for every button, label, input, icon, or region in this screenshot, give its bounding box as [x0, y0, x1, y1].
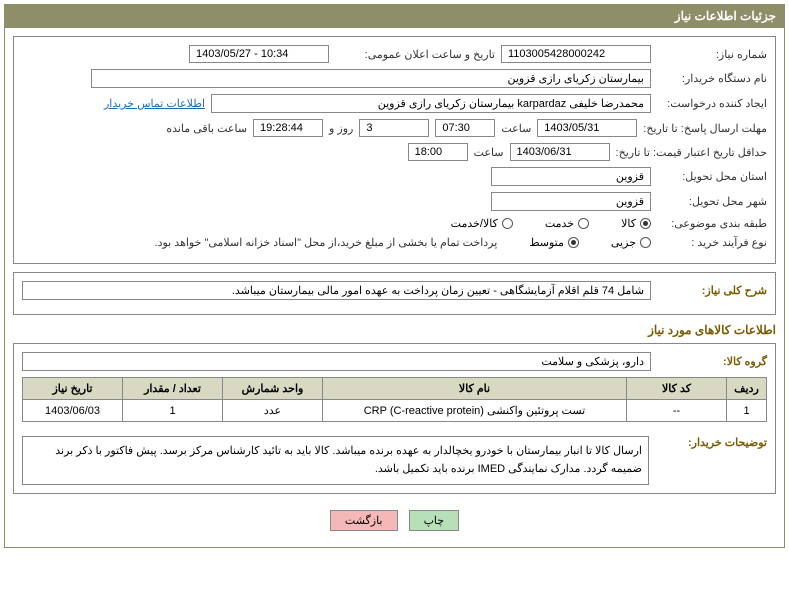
radio-both[interactable]: کالا/خدمت — [451, 217, 513, 230]
announce-value: 1403/05/27 - 10:34 — [189, 45, 329, 63]
buyer-value: بیمارستان زکریای رازی قزوین — [91, 69, 651, 88]
row-requester: ایجاد کننده درخواست: محمدرضا خلیفی karpa… — [22, 94, 767, 113]
radio-dot-icon — [568, 237, 579, 248]
group-value: دارو، پزشکی و سلامت — [22, 352, 651, 371]
radio-dot-icon — [640, 237, 651, 248]
remaining-label: ساعت باقی مانده — [166, 122, 247, 135]
requester-label: ایجاد کننده درخواست: — [657, 97, 767, 110]
th-unit: واحد شمارش — [223, 378, 323, 400]
desc-label: شرح کلی نیاز: — [657, 284, 767, 297]
row-city: شهر محل تحویل: قزوین — [22, 192, 767, 211]
validity-time: 18:00 — [408, 143, 468, 161]
row-desc: شرح کلی نیاز: شامل 74 قلم اقلام آزمایشگا… — [22, 281, 767, 300]
main-fieldset: شماره نیاز: 1103005428000242 تاریخ و ساع… — [13, 36, 776, 264]
row-buyer-note: توضیحات خریدار: ارسال کالا تا انبار بیما… — [22, 430, 767, 485]
td-row: 1 — [727, 400, 767, 422]
radio-goods-label: کالا — [621, 217, 636, 230]
hour-label-1: ساعت — [501, 122, 531, 135]
td-qty: 1 — [123, 400, 223, 422]
desc-fieldset: شرح کلی نیاز: شامل 74 قلم اقلام آزمایشگا… — [13, 272, 776, 315]
radio-partial-label: جزیی — [611, 236, 636, 249]
radio-both-label: کالا/خدمت — [451, 217, 498, 230]
process-note: پرداخت تمام یا بخشی از مبلغ خرید،از محل … — [155, 236, 498, 249]
radio-medium-label: متوسط — [529, 236, 564, 249]
th-row: ردیف — [727, 378, 767, 400]
city-label: شهر محل تحویل: — [657, 195, 767, 208]
row-buyer: نام دستگاه خریدار: بیمارستان زکریای رازی… — [22, 69, 767, 88]
table-row: 1 -- تست پروتئین واکنشی CRP (C-reactive … — [23, 400, 767, 422]
row-validity: حداقل تاریخ اعتبار قیمت: تا تاریخ: 1403/… — [22, 143, 767, 161]
radio-goods[interactable]: کالا — [621, 217, 651, 230]
hour-label-2: ساعت — [474, 146, 504, 159]
row-deadline: مهلت ارسال پاسخ: تا تاریخ: 1403/05/31 سا… — [22, 119, 767, 137]
days-and-label: روز و — [329, 122, 353, 135]
contact-link[interactable]: اطلاعات تماس خریدار — [104, 97, 205, 110]
requester-value: محمدرضا خلیفی karpardaz بیمارستان زکریای… — [211, 94, 651, 113]
radio-service[interactable]: خدمت — [545, 217, 589, 230]
goods-fieldset: گروه کالا: دارو، پزشکی و سلامت ردیف کد ک… — [13, 343, 776, 494]
radio-service-label: خدمت — [545, 217, 574, 230]
radio-medium[interactable]: متوسط — [529, 236, 579, 249]
radio-dot-icon — [502, 218, 513, 229]
td-unit: عدد — [223, 400, 323, 422]
buyer-note-label: توضیحات خریدار: — [657, 430, 767, 449]
td-date: 1403/06/03 — [23, 400, 123, 422]
panel-title: جزئیات اطلاعات نیاز — [675, 9, 776, 23]
time-remaining: 19:28:44 — [253, 119, 323, 137]
th-name: نام کالا — [323, 378, 627, 400]
th-code: کد کالا — [627, 378, 727, 400]
process-label: نوع فرآیند خرید : — [657, 236, 767, 249]
province-value: قزوین — [491, 167, 651, 186]
button-bar: چاپ بازگشت — [13, 502, 776, 539]
group-label: گروه کالا: — [657, 355, 767, 368]
deadline-time: 07:30 — [435, 119, 495, 137]
radio-dot-icon — [640, 218, 651, 229]
validity-label: حداقل تاریخ اعتبار قیمت: تا تاریخ: — [616, 146, 767, 159]
row-group: گروه کالا: دارو، پزشکی و سلامت — [22, 352, 767, 371]
need-number-label: شماره نیاز: — [657, 48, 767, 61]
days-remaining: 3 — [359, 119, 429, 137]
row-category: طبقه بندی موضوعی: کالا خدمت کالا/خدمت — [22, 217, 767, 230]
deadline-date: 1403/05/31 — [537, 119, 637, 137]
radio-partial[interactable]: جزیی — [611, 236, 651, 249]
goods-section-title: اطلاعات کالاهای مورد نیاز — [13, 323, 776, 337]
th-date: تاریخ نیاز — [23, 378, 123, 400]
need-number-value: 1103005428000242 — [501, 45, 651, 63]
row-need-number: شماره نیاز: 1103005428000242 تاریخ و ساع… — [22, 45, 767, 63]
th-qty: تعداد / مقدار — [123, 378, 223, 400]
buyer-note-value: ارسال کالا تا انبار بیمارستان با خودرو ی… — [22, 436, 649, 485]
validity-date: 1403/06/31 — [510, 143, 610, 161]
province-label: استان محل تحویل: — [657, 170, 767, 183]
row-process: نوع فرآیند خرید : جزیی متوسط پرداخت تمام… — [22, 236, 767, 249]
back-button[interactable]: بازگشت — [330, 510, 398, 531]
td-name: تست پروتئین واکنشی CRP (C-reactive prote… — [323, 400, 627, 422]
category-label: طبقه بندی موضوعی: — [657, 217, 767, 230]
buyer-label: نام دستگاه خریدار: — [657, 72, 767, 85]
deadline-label: مهلت ارسال پاسخ: تا تاریخ: — [643, 122, 767, 135]
table-header-row: ردیف کد کالا نام کالا واحد شمارش تعداد /… — [23, 378, 767, 400]
details-panel: جزئیات اطلاعات نیاز شماره نیاز: 11030054… — [4, 4, 785, 548]
print-button[interactable]: چاپ — [409, 510, 460, 531]
panel-body: شماره نیاز: 1103005428000242 تاریخ و ساع… — [5, 28, 784, 547]
goods-table: ردیف کد کالا نام کالا واحد شمارش تعداد /… — [22, 377, 767, 422]
city-value: قزوین — [491, 192, 651, 211]
panel-header: جزئیات اطلاعات نیاز — [5, 5, 784, 28]
desc-value: شامل 74 قلم اقلام آزمایشگاهی - تعیین زما… — [22, 281, 651, 300]
td-code: -- — [627, 400, 727, 422]
announce-label: تاریخ و ساعت اعلان عمومی: — [335, 48, 495, 61]
row-province: استان محل تحویل: قزوین — [22, 167, 767, 186]
radio-dot-icon — [578, 218, 589, 229]
